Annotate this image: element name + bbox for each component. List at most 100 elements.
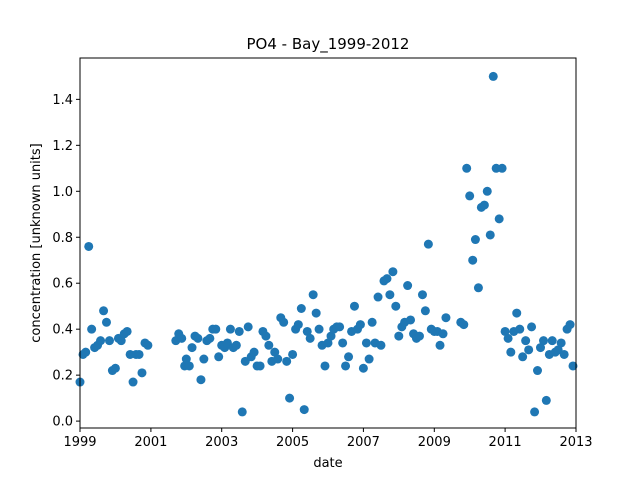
data-point [305,333,315,343]
data-point [134,349,144,359]
data-point [288,349,298,359]
data-point [536,343,545,353]
data-point [110,363,120,373]
data-point [518,352,528,362]
data-point [249,347,259,357]
data-point [237,407,247,417]
data-point [196,375,206,385]
data-point [468,255,478,265]
data-point [341,361,351,371]
data-point [465,191,475,201]
data-point [143,340,153,350]
data-point [270,347,280,357]
data-point [367,317,377,327]
data-point [568,361,578,371]
data-point [323,338,333,348]
data-point [391,301,401,311]
data-point [470,235,480,245]
y-tick-label: 1.0 [52,185,73,200]
x-axis-ticks: 1999 2001 2003 2005 2007 2009 2011 2013 [63,428,593,450]
data-point [302,326,312,336]
data-point [320,361,330,371]
data-point [559,349,569,359]
data-point [308,290,318,300]
data-point [462,163,472,173]
y-tick-label: 1.4 [52,93,73,108]
data-point [414,331,424,341]
y-tick-label: 0.8 [52,231,73,246]
plot-frame [79,57,577,429]
data-point [406,315,416,325]
data-point [282,356,292,366]
data-point [423,239,433,249]
data-point [338,338,348,348]
data-point [382,274,392,284]
data-point [494,214,504,224]
data-point [116,336,126,346]
x-tick-label: 2003 [205,435,238,450]
x-tick-label: 2005 [276,435,309,450]
data-point [485,230,495,240]
data-point [417,290,427,300]
y-tick-label: 0.6 [52,277,73,292]
data-point [214,352,224,362]
data-point [527,322,537,332]
data-point [96,336,106,346]
data-point [234,326,244,336]
y-tick-label: 1.2 [52,139,73,154]
data-point [435,340,445,350]
y-tick-label: 0.0 [52,415,73,430]
data-point [104,336,114,346]
data-point [438,329,448,339]
data-point [497,163,507,173]
data-point [361,338,371,348]
data-point [311,308,321,318]
data-point [99,306,109,316]
data-point [547,336,557,346]
data-point [122,326,132,336]
data-point [533,366,542,376]
data-point [296,304,306,313]
data-point [87,324,97,334]
data-point [364,354,374,364]
data-point [84,241,94,251]
data-point [128,377,138,387]
data-point [388,267,398,277]
data-point [181,354,191,364]
data-point [394,331,404,341]
data-point [512,308,522,318]
data-point [385,290,395,300]
data-point [521,336,531,346]
data-point [515,324,525,334]
data-point [285,393,295,403]
y-axis-ticks: 0.0 0.2 0.4 0.6 0.8 1.0 1.2 1.4 [52,93,80,430]
data-point [225,324,235,334]
data-point [506,347,516,357]
data-point [473,283,483,293]
data-point [344,352,354,362]
data-point [565,320,575,330]
data-point [441,313,451,323]
data-point [335,322,345,332]
data-point [101,317,111,327]
data-point [541,395,551,405]
data-point [231,340,241,350]
data-point [556,338,566,348]
data-point [293,320,303,330]
x-tick-label: 2011 [489,435,522,450]
data-point [488,71,498,81]
data-point [503,333,513,343]
data-point [177,333,187,343]
data-point [264,340,274,350]
x-tick-label: 2009 [418,435,451,450]
x-tick-label: 2001 [134,435,167,450]
data-point [539,336,549,346]
data-point [376,340,386,350]
data-point [482,186,492,196]
data-points [75,71,578,417]
data-point [349,301,359,311]
data-point [299,405,309,415]
data-point [524,345,534,355]
data-point [326,331,336,341]
